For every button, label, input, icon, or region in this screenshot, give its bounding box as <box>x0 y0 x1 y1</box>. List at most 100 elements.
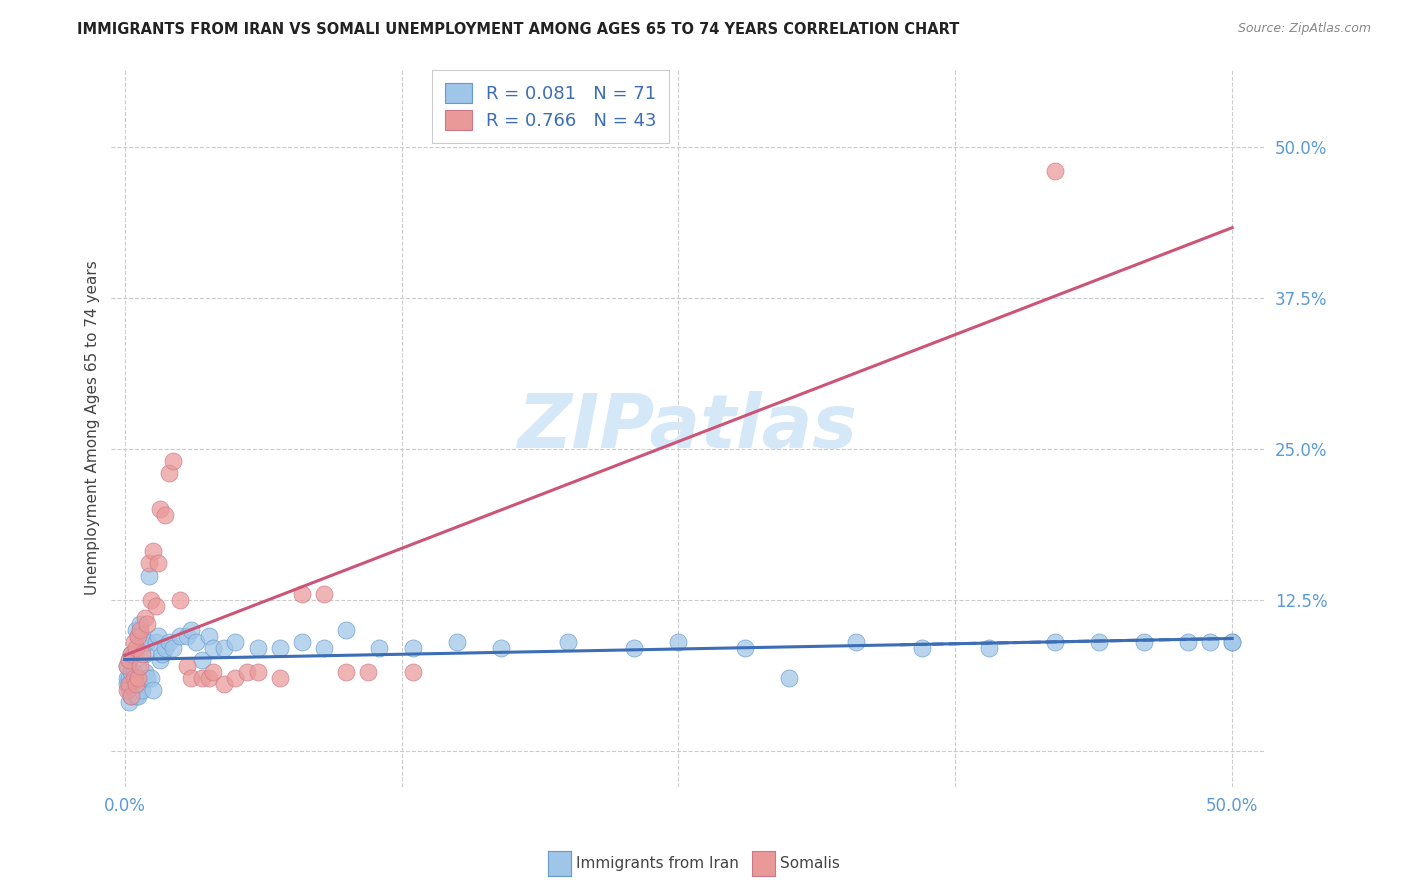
Point <box>125 640 148 655</box>
Point <box>122 635 145 649</box>
Point <box>131 647 153 661</box>
Point <box>142 683 165 698</box>
Point <box>357 665 380 680</box>
Point <box>115 659 138 673</box>
Point <box>977 640 1000 655</box>
Y-axis label: Unemployment Among Ages 65 to 74 years: Unemployment Among Ages 65 to 74 years <box>86 260 100 595</box>
Point <box>115 659 138 673</box>
Point <box>153 508 176 523</box>
Point <box>120 665 142 680</box>
Point <box>162 640 184 655</box>
Point <box>135 671 157 685</box>
Point <box>129 659 152 673</box>
Point <box>202 640 225 655</box>
Point <box>127 629 149 643</box>
Point <box>150 647 173 661</box>
Point <box>176 659 198 673</box>
Point <box>125 690 148 704</box>
Point <box>149 653 172 667</box>
Point <box>145 635 167 649</box>
Point <box>778 671 800 685</box>
Point <box>127 690 149 704</box>
Text: Source: ZipAtlas.com: Source: ZipAtlas.com <box>1237 22 1371 36</box>
Point <box>125 677 148 691</box>
Point <box>118 653 141 667</box>
Point <box>142 544 165 558</box>
Point <box>138 568 160 582</box>
Point <box>246 665 269 680</box>
Point <box>135 635 157 649</box>
Point <box>129 677 152 691</box>
Point <box>157 466 180 480</box>
Point <box>127 629 149 643</box>
Point <box>122 683 145 698</box>
Point <box>127 671 149 685</box>
Point <box>120 677 142 691</box>
Text: IMMIGRANTS FROM IRAN VS SOMALI UNEMPLOYMENT AMONG AGES 65 TO 74 YEARS CORRELATIO: IMMIGRANTS FROM IRAN VS SOMALI UNEMPLOYM… <box>77 22 960 37</box>
Point <box>224 635 246 649</box>
Point <box>129 623 152 637</box>
Legend: R = 0.081   N = 71, R = 0.766   N = 43: R = 0.081 N = 71, R = 0.766 N = 43 <box>432 70 669 143</box>
Point <box>368 640 391 655</box>
Point <box>291 587 314 601</box>
Point <box>734 640 756 655</box>
Point <box>312 587 335 601</box>
Point <box>149 502 172 516</box>
Point <box>157 635 180 649</box>
Point <box>131 629 153 643</box>
Point <box>269 671 291 685</box>
Point <box>145 599 167 613</box>
Point <box>169 592 191 607</box>
Point <box>134 647 156 661</box>
Point <box>146 557 169 571</box>
Point <box>115 671 138 685</box>
Point <box>169 629 191 643</box>
Point <box>845 635 868 649</box>
Point <box>214 677 236 691</box>
Text: Somalis: Somalis <box>780 856 841 871</box>
Point <box>135 616 157 631</box>
Point <box>312 640 335 655</box>
Point <box>1199 635 1222 649</box>
Point <box>191 671 214 685</box>
Point <box>120 690 142 704</box>
Point <box>120 647 142 661</box>
Point <box>335 665 357 680</box>
Point <box>198 671 221 685</box>
Text: Immigrants from Iran: Immigrants from Iran <box>576 856 740 871</box>
Point <box>125 623 148 637</box>
Point <box>1220 635 1243 649</box>
Point <box>134 665 156 680</box>
Point <box>153 640 176 655</box>
Point <box>1043 164 1066 178</box>
Point <box>162 454 184 468</box>
Point <box>401 665 423 680</box>
Point <box>335 623 357 637</box>
Point <box>118 671 141 685</box>
Point <box>489 640 512 655</box>
Point <box>122 665 145 680</box>
Point <box>668 635 690 649</box>
Point <box>202 665 225 680</box>
Point <box>134 611 156 625</box>
Point <box>246 640 269 655</box>
Point <box>146 629 169 643</box>
Point <box>198 629 221 643</box>
Point <box>446 635 468 649</box>
Point <box>176 629 198 643</box>
Point <box>131 683 153 698</box>
Point <box>115 677 138 691</box>
Point <box>191 653 214 667</box>
Point <box>141 671 163 685</box>
Point <box>141 592 163 607</box>
Point <box>224 671 246 685</box>
Point <box>1177 635 1199 649</box>
Point <box>1220 635 1243 649</box>
Point <box>127 671 149 685</box>
Point <box>623 640 645 655</box>
Point <box>911 640 934 655</box>
Point <box>115 683 138 698</box>
Point <box>118 683 141 698</box>
Point <box>118 653 141 667</box>
Point <box>118 695 141 709</box>
